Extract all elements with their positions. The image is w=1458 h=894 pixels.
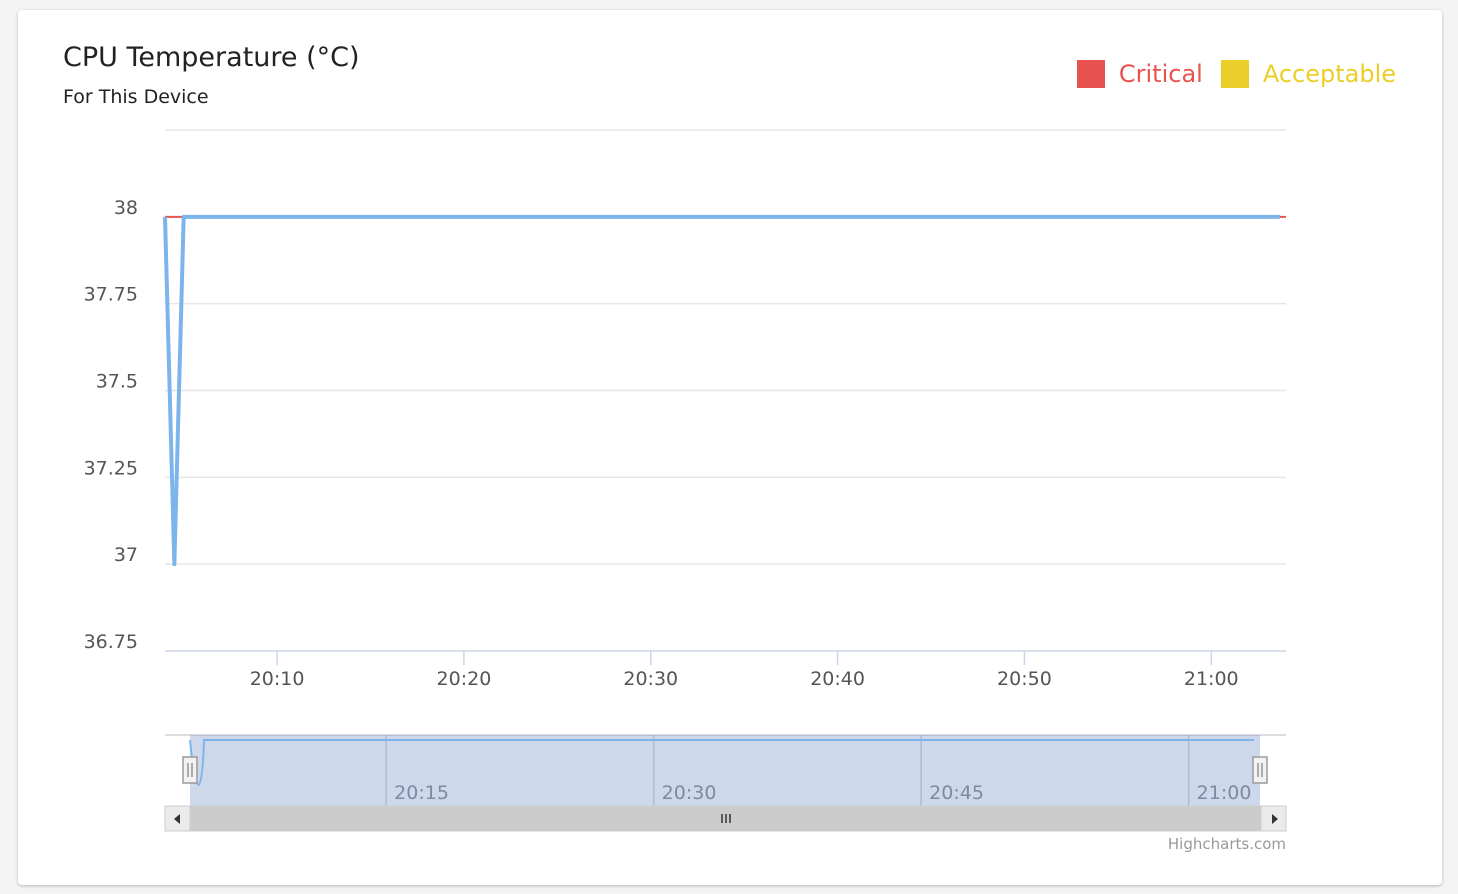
- y-tick-label: 37.5: [96, 371, 138, 393]
- y-tick-label: 37.25: [84, 457, 138, 479]
- temperature-series-line: [163, 214, 1280, 567]
- arrow-left-icon: [174, 814, 180, 824]
- legend-label: Critical: [1118, 60, 1203, 88]
- navigator-mask: [190, 735, 1260, 806]
- arrow-right-icon: [1272, 814, 1278, 824]
- y-tick-label: 38: [114, 197, 138, 219]
- navigator-handle-left[interactable]: [182, 756, 198, 784]
- navigator-tick-label: 20:45: [929, 782, 984, 804]
- x-tick-label: 20:10: [250, 668, 305, 690]
- chart-subtitle: For This Device: [63, 86, 209, 108]
- navigator-tick-label: 20:15: [394, 782, 449, 804]
- credits-link[interactable]: Highcharts.com: [1168, 835, 1286, 853]
- x-tick-label: 20:40: [810, 668, 865, 690]
- navigator-handle-right[interactable]: [1252, 756, 1268, 784]
- legend-item-acceptable[interactable]: Acceptable: [1220, 60, 1396, 88]
- legend-label: Acceptable: [1262, 60, 1396, 88]
- navigator-tick-label: 20:30: [662, 782, 717, 804]
- chart-title: CPU Temperature (°C): [63, 42, 360, 73]
- x-tick-label: 20:20: [437, 668, 492, 690]
- navigator-tick-label: 21:00: [1197, 782, 1252, 804]
- y-tick-label: 37.75: [84, 284, 138, 306]
- legend-swatch-acceptable: [1220, 60, 1249, 88]
- x-tick-label: 21:00: [1184, 668, 1239, 690]
- y-tick-label: 37: [114, 544, 138, 566]
- y-tick-label: 36.75: [84, 631, 138, 653]
- legend-swatch-critical: [1076, 60, 1105, 88]
- x-tick-label: 20:30: [623, 668, 678, 690]
- legend: Critical Acceptable: [1076, 60, 1396, 88]
- x-tick-label: 20:50: [997, 668, 1052, 690]
- legend-item-critical[interactable]: Critical: [1076, 60, 1203, 88]
